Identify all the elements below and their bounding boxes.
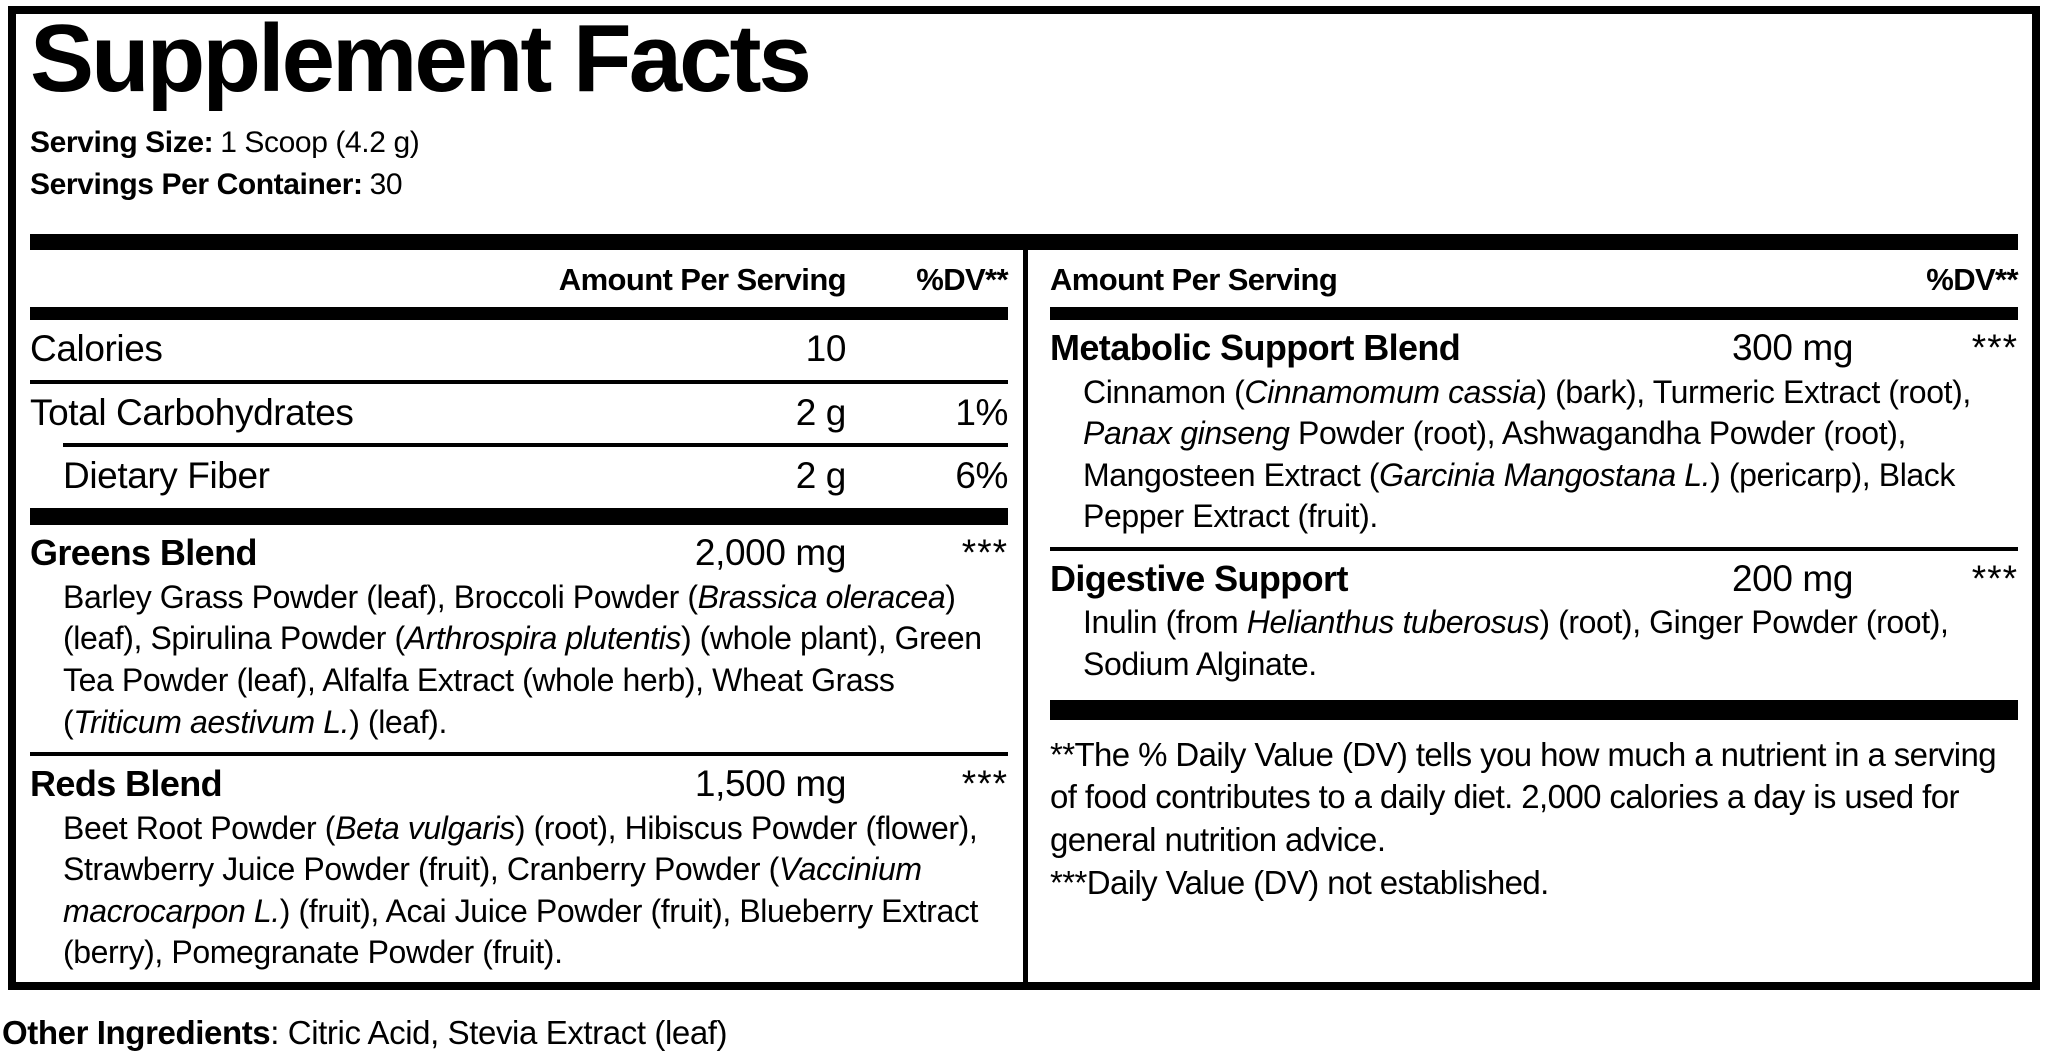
greens-blend-ingredients: Barley Grass Powder (leaf), Broccoli Pow… xyxy=(63,578,982,740)
top-thick-rule xyxy=(30,234,2018,251)
other-ingredients-value: : Citric Acid, Stevia Extract (leaf) xyxy=(270,1014,728,1051)
nutrient-name: Total Carbohydrates xyxy=(30,391,354,433)
left-column-header: Amount Per Serving %DV** xyxy=(30,250,1009,307)
right-dv-header: %DV** xyxy=(1926,262,2018,298)
supplement-facts-panel: Supplement Facts Serving Size: 1 Scoop (4… xyxy=(8,6,2040,990)
right-column: Amount Per Serving %DV** Metabolic Suppo… xyxy=(1023,250,2032,982)
other-ingredients-label: Other Ingredients xyxy=(2,1014,271,1051)
nutrient-row-total-carbohydrates: Total Carbohydrates 2 g 1% xyxy=(30,384,1008,443)
blend-amount: 200 mg xyxy=(1731,557,1853,599)
servings-per-container-value: 30 xyxy=(369,168,403,202)
blend-row-reds-blend: Reds Blend 1,500 mg *** xyxy=(30,756,1008,807)
blend-row-metabolic-support: Metabolic Support Blend 300 mg *** xyxy=(1050,320,2018,371)
right-amount-per-serving-header: Amount Per Serving xyxy=(1050,262,1338,298)
row-divider xyxy=(30,379,1008,384)
nutrient-dv: 1% xyxy=(955,391,1008,433)
left-header-thick-rule xyxy=(30,307,1008,321)
blend-dv: *** xyxy=(1971,557,2018,599)
nutrient-amount: 10 xyxy=(805,328,847,370)
daily-value-footnote: **The % Daily Value (DV) tells you how m… xyxy=(1050,735,1997,859)
blend-name: Greens Blend xyxy=(30,532,257,574)
footnote-thick-bar xyxy=(1050,699,2018,720)
reds-blend-ingredients: Beet Root Powder (Beta vulgaris) (root),… xyxy=(63,809,978,971)
left-amount-per-serving-header: Amount Per Serving xyxy=(558,262,847,298)
blend-dv: *** xyxy=(961,763,1008,805)
servings-per-container-line: Servings Per Container: 30 xyxy=(30,164,2018,206)
blend-row-greens-blend: Greens Blend 2,000 mg *** xyxy=(30,525,1008,576)
right-header-thick-rule xyxy=(1050,307,2018,321)
blend-dv: *** xyxy=(1971,327,2018,369)
serving-info: Serving Size: 1 Scoop (4.2 g) Servings Pe… xyxy=(30,122,2018,206)
nutrient-name: Dietary Fiber xyxy=(63,454,270,496)
serving-size-value: 1 Scoop (4.2 g) xyxy=(220,126,420,160)
digestive-support-ingredients: Inulin (from Helianthus tuberosus) (root… xyxy=(1083,604,1949,682)
blend-name: Metabolic Support Blend xyxy=(1050,327,1461,369)
blend-row-digestive-support: Digestive Support 200 mg *** xyxy=(1050,551,2018,602)
blend-amount: 2,000 mg xyxy=(694,532,846,574)
right-column-header: Amount Per Serving %DV** xyxy=(1050,250,2019,307)
serving-size-label: Serving Size: xyxy=(30,126,214,160)
nutrient-row-calories: Calories 10 xyxy=(30,320,1008,379)
row-divider-indented xyxy=(63,442,1008,447)
section-thick-bar xyxy=(30,508,1008,526)
blend-amount: 300 mg xyxy=(1731,327,1853,369)
panel-title: Supplement Facts xyxy=(30,6,812,112)
row-divider xyxy=(1050,546,2018,551)
left-dv-header: %DV** xyxy=(916,262,1008,298)
metabolic-support-ingredients: Cinnamon (Cinnamomum cassia) (bark), Tur… xyxy=(1083,373,1971,535)
nutrient-row-dietary-fiber: Dietary Fiber 2 g 6% xyxy=(30,447,1008,506)
nutrient-name: Calories xyxy=(30,328,163,370)
servings-per-container-label: Servings Per Container: xyxy=(30,168,363,202)
serving-size-line: Serving Size: 1 Scoop (4.2 g) xyxy=(30,122,2018,164)
blend-name: Digestive Support xyxy=(1050,557,1348,599)
nutrient-dv: 6% xyxy=(955,454,1008,496)
blend-dv: *** xyxy=(961,532,1008,574)
left-column: Amount Per Serving %DV** Calories 10 Tot… xyxy=(16,250,1023,982)
blend-amount: 1,500 mg xyxy=(694,763,846,805)
dv-not-established-footnote: ***Daily Value (DV) not established. xyxy=(1050,864,1549,902)
nutrient-amount: 2 g xyxy=(795,391,847,433)
columns: Amount Per Serving %DV** Calories 10 Tot… xyxy=(16,250,2032,982)
blend-name: Reds Blend xyxy=(30,763,223,805)
row-divider xyxy=(30,752,1008,757)
nutrient-amount: 2 g xyxy=(795,454,847,496)
other-ingredients-line: Other Ingredients: Citric Acid, Stevia E… xyxy=(2,1012,728,1055)
